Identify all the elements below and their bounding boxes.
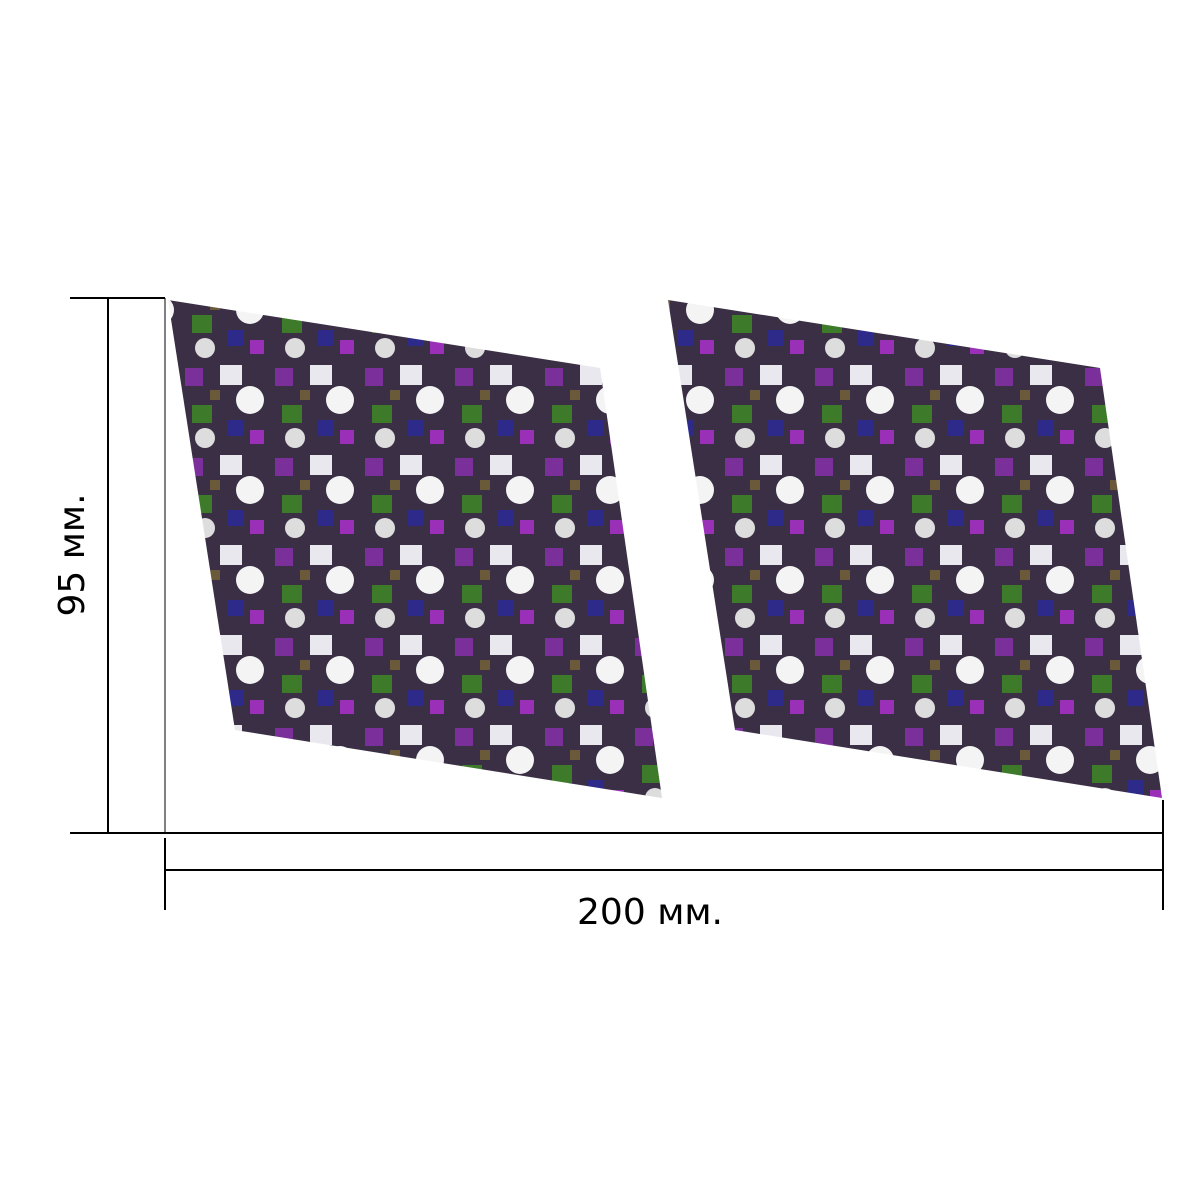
height-label: 95 мм. xyxy=(52,493,93,616)
height-dimension xyxy=(70,297,166,834)
panel-right xyxy=(668,300,1162,798)
width-dimension xyxy=(164,800,1164,910)
panel-left xyxy=(168,300,662,798)
width-label: 200 мм. xyxy=(577,892,723,933)
